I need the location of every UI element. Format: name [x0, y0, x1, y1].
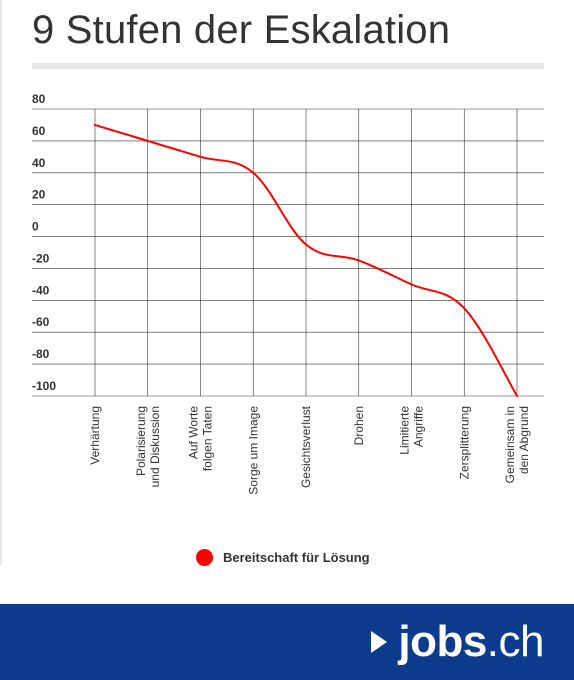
play-arrow-icon — [371, 631, 388, 653]
brand-name: jobs — [398, 617, 487, 666]
data-point — [516, 395, 518, 397]
data-point — [252, 171, 255, 174]
line-chart: 80 60 40 20 0 -20 -40 -60 -80 -100 Verhärtung Pola… — [32, 92, 544, 495]
x-tick-label: Polarisierungund Diskussion — [134, 406, 162, 487]
brand-tld: .ch — [486, 617, 545, 666]
y-tick-label: 80 — [32, 92, 46, 106]
y-tick-label: 40 — [32, 156, 46, 170]
data-point — [305, 243, 307, 246]
y-tick-label: -60 — [32, 315, 50, 329]
y-tick-label: 20 — [32, 188, 46, 202]
legend-marker — [196, 548, 213, 566]
brand-logo[interactable]: jobs .ch — [368, 616, 545, 668]
title-divider — [32, 63, 544, 69]
footer-banner: jobs .ch — [0, 604, 574, 680]
y-tick-label: 60 — [32, 124, 46, 138]
y-tick-label: -80 — [32, 347, 50, 361]
data-point — [199, 155, 202, 158]
data-point — [357, 259, 360, 262]
y-tick-label: 0 — [32, 220, 39, 234]
series-layer — [94, 123, 518, 397]
legend-label: Bereitschaft für Lösung — [223, 549, 370, 565]
grid — [32, 108, 544, 397]
x-axis-ticks: Verhärtung Polarisierungund Diskussion Auf… — [88, 405, 531, 494]
y-tick-label: -100 — [32, 379, 56, 393]
left-border — [0, 0, 2, 565]
x-tick-label: Zersplitterung — [457, 406, 471, 479]
y-axis-ticks: 80 60 40 20 0 -20 -40 -60 -80 -100 — [32, 92, 56, 393]
data-point — [94, 123, 96, 126]
x-tick-label: Verhärtung — [88, 406, 102, 465]
legend: Bereitschaft für Lösung — [196, 547, 370, 567]
data-point — [463, 307, 466, 310]
page-title: 9 Stufen der Eskalation — [32, 8, 451, 52]
x-tick-label: Auf Wortefolgen Taten — [187, 406, 215, 471]
data-point — [410, 283, 413, 286]
x-tick-label: LimitierteAngriffe — [398, 406, 426, 455]
x-tick-label: Gemeinsam inden Abgrund — [503, 406, 531, 483]
data-point — [146, 139, 149, 142]
y-tick-label: -40 — [32, 283, 50, 297]
y-tick-label: -20 — [32, 251, 50, 265]
x-tick-label: Gesichtsverlust — [299, 405, 313, 488]
x-tick-label: Drohen — [352, 406, 366, 445]
x-tick-label: Sorge um Image — [246, 406, 260, 495]
